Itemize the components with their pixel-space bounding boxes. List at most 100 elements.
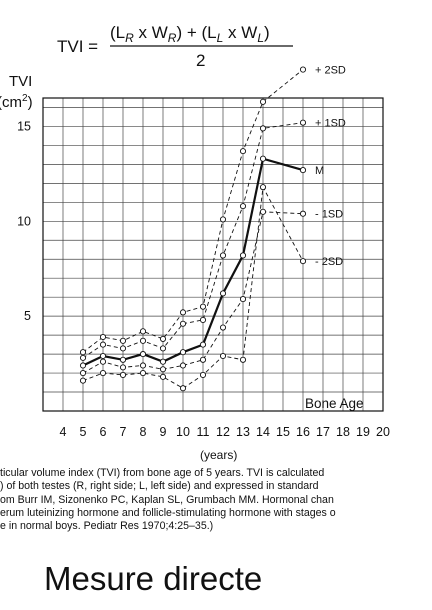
- formula: TVI = (LR x WR) + (LL x WL) 2: [57, 23, 293, 70]
- data-point: [199, 316, 207, 323]
- series-label: - 2SD: [315, 256, 343, 268]
- plot-frame: [42, 97, 384, 412]
- data-point: [179, 349, 187, 356]
- formula-subscript: L: [217, 31, 224, 45]
- series-label: + 1SD: [315, 118, 346, 130]
- y-axis-label-line2: (cm2): [0, 93, 33, 111]
- data-point: [119, 371, 127, 379]
- data-point: [119, 364, 127, 371]
- data-point: [119, 337, 127, 344]
- data-point: [259, 155, 267, 162]
- data-point: [99, 341, 107, 348]
- figure-caption: ticular volume index (TVI) from bone age…: [0, 467, 432, 533]
- data-point: [259, 98, 267, 105]
- data-point: [119, 345, 127, 352]
- x-tick-label: 6: [100, 425, 107, 439]
- data-point: [199, 356, 207, 363]
- x-tick-label: 5: [80, 425, 87, 439]
- data-point: [159, 358, 167, 365]
- tvi-chart: TVI = (LR x WR) + (LL x WL) 2 TVI (cm2) …: [0, 23, 390, 462]
- data-point: [199, 371, 207, 379]
- data-point: [239, 356, 247, 363]
- data-point: [139, 362, 147, 369]
- x-tick-label: 8: [140, 425, 147, 439]
- data-point: [79, 377, 87, 384]
- data-point: [179, 385, 187, 392]
- x-tick-label: 20: [376, 425, 390, 439]
- data-point: [79, 354, 87, 361]
- data-point: [99, 352, 107, 360]
- data-point: [259, 184, 267, 191]
- chart-grid: [42, 97, 384, 412]
- data-point: [159, 373, 167, 380]
- data-point: [139, 337, 147, 344]
- chart-series: [79, 66, 307, 392]
- x-tick-label: 9: [160, 425, 167, 439]
- x-tick-label: 18: [336, 425, 350, 439]
- data-point: [219, 324, 227, 331]
- data-point: [299, 66, 307, 73]
- data-point: [199, 341, 207, 348]
- data-point: [139, 351, 147, 358]
- y-tick-label: 15: [17, 119, 31, 133]
- data-point: [239, 252, 247, 259]
- series-label: - 1SD: [315, 209, 343, 221]
- caption-line: e in normal boys. Pediatr Res 1970;4:25–…: [0, 520, 214, 533]
- y-axis-label-line1: TVI: [9, 73, 32, 90]
- series-label: + 2SD: [315, 65, 346, 77]
- data-point: [79, 370, 87, 377]
- caption-line: erum luteinizing hormone and follicle-st…: [0, 506, 336, 519]
- data-point: [299, 167, 307, 174]
- footer-title: Mesure directe: [44, 560, 263, 597]
- data-point: [239, 296, 247, 303]
- series-line: [82, 157, 304, 367]
- x-axis-label-below: (years): [200, 448, 237, 462]
- x-tick-label: 7: [120, 425, 127, 439]
- data-point: [159, 345, 167, 352]
- x-axis-label-inside: Bone Age: [305, 396, 364, 411]
- formula-term: (L: [110, 23, 125, 42]
- x-tick-label: 15: [276, 425, 290, 439]
- data-point: [179, 320, 187, 327]
- formula-term: ): [264, 23, 270, 42]
- y-axis-label: TVI (cm2): [0, 73, 33, 111]
- formula-term: ) + (L: [176, 23, 216, 42]
- x-tick-label: 16: [296, 425, 310, 439]
- formula-subscript: L: [257, 31, 264, 45]
- series-line: [82, 69, 304, 353]
- series-label: M: [315, 165, 324, 177]
- data-point: [139, 370, 147, 377]
- data-point: [119, 356, 127, 363]
- data-point: [139, 328, 147, 335]
- data-point: [99, 370, 107, 377]
- data-point: [219, 290, 227, 297]
- x-tick-label: 13: [236, 425, 250, 439]
- formula-lhs: TVI =: [57, 37, 98, 56]
- data-point: [299, 119, 307, 126]
- data-point: [299, 210, 307, 217]
- data-point: [199, 303, 207, 310]
- data-point: [179, 362, 187, 369]
- data-point: [219, 252, 227, 259]
- data-point: [259, 208, 267, 215]
- y-tick-label: 10: [17, 214, 31, 228]
- formula-subscript: R: [168, 31, 177, 45]
- formula-subscript: R: [125, 31, 134, 45]
- data-point: [239, 148, 247, 155]
- data-point: [159, 335, 167, 342]
- data-point: [99, 333, 107, 341]
- x-tick-label: 19: [356, 425, 370, 439]
- data-point: [219, 216, 227, 223]
- x-tick-label: 14: [256, 425, 270, 439]
- data-point: [259, 125, 267, 132]
- caption-line: ) of both testes (R, right side; L, left…: [0, 480, 319, 493]
- data-point: [219, 352, 227, 360]
- data-point: [79, 362, 87, 369]
- series-labels: + 2SD + 1SD M - 1SD - 2SD: [315, 65, 346, 269]
- y-tick-label: 5: [24, 309, 31, 323]
- formula-numerator: (LR x WR) + (LL x WL): [110, 23, 270, 45]
- formula-denominator: 2: [196, 51, 205, 70]
- series-line: [82, 185, 304, 389]
- series-line: [82, 122, 304, 359]
